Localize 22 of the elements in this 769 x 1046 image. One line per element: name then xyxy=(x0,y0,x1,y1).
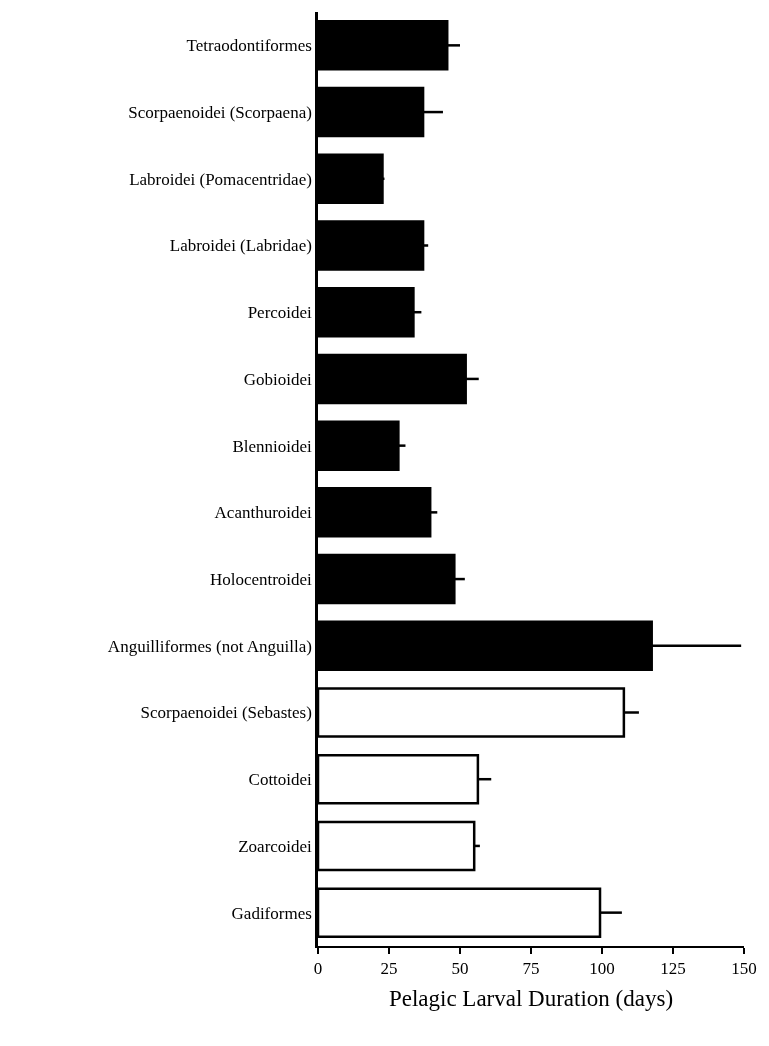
y-tick-label: Acanthuroidei xyxy=(214,503,313,523)
x-tick-label: 50 xyxy=(451,959,469,979)
y-tick-label: Scorpaenoidei (Sebastes) xyxy=(140,703,312,723)
y-tick-label: Tetraodontiformes xyxy=(186,36,312,56)
y-tick-label: Labroidei (Pomacentridae) xyxy=(129,169,312,189)
x-tick-label: 75 xyxy=(522,959,540,979)
y-tick-label: Zoarcoidei xyxy=(238,836,313,856)
x-tick-label: 0 xyxy=(313,959,323,979)
y-tick-label: Cottoidei xyxy=(248,770,313,790)
y-tick-label: Blennioidei xyxy=(232,436,313,456)
y-tick-label: Percoidei xyxy=(247,303,313,323)
y-tick-label: Anguilliformes (not Anguilla) xyxy=(107,636,312,656)
x-tick-label: 150 xyxy=(731,959,757,979)
y-tick-label: Gadiformes xyxy=(231,903,312,923)
x-tick-label: 125 xyxy=(660,959,686,979)
y-tick-label: Scorpaenoidei (Scorpaena) xyxy=(128,103,312,123)
x-tick-label: 100 xyxy=(589,959,615,979)
x-tick-label: 25 xyxy=(380,959,398,979)
y-tick-label: Gobioidei xyxy=(243,369,313,389)
y-tick-label: Labroidei (Labridae) xyxy=(169,236,312,256)
x-axis-title: Pelagic Larval Duration (days) xyxy=(388,985,674,1011)
y-tick-label: Holocentroidei xyxy=(209,570,313,590)
